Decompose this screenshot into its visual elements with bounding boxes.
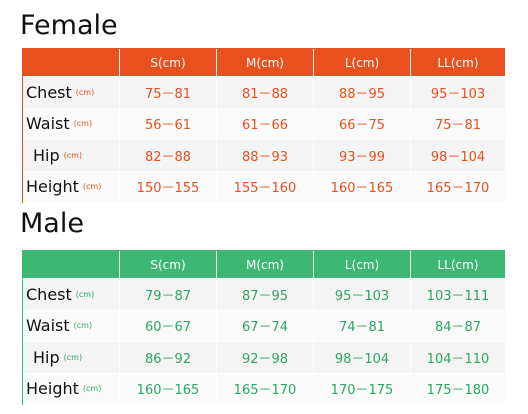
size-value: 84－87 bbox=[411, 310, 506, 342]
row-label: Chest bbox=[26, 284, 72, 304]
column-header: L(cm) bbox=[314, 251, 411, 279]
row-label-cell: Waist (cm) bbox=[23, 310, 120, 342]
size-value: 160－165 bbox=[120, 373, 217, 405]
row-unit: (cm) bbox=[82, 182, 102, 192]
column-header: M(cm) bbox=[217, 49, 314, 77]
row-unit: (cm) bbox=[75, 289, 95, 299]
size-value: 60－67 bbox=[120, 310, 217, 342]
size-value: 104－110 bbox=[411, 342, 506, 374]
row-label-cell: Waist (cm) bbox=[23, 108, 120, 140]
size-value: 86－92 bbox=[120, 342, 217, 374]
size-value: 56－61 bbox=[120, 108, 217, 140]
row-label-cell: Height (cm) bbox=[23, 171, 120, 203]
row-unit: (cm) bbox=[63, 352, 83, 362]
row-label: Waist bbox=[26, 316, 70, 336]
row-unit: (cm) bbox=[73, 119, 93, 129]
row-label: Hip bbox=[33, 347, 60, 367]
size-value: 87－95 bbox=[217, 279, 314, 311]
header-corner bbox=[23, 49, 120, 77]
size-value: 66－75 bbox=[314, 108, 411, 140]
row-unit: (cm) bbox=[73, 321, 93, 331]
size-value: 88－93 bbox=[217, 140, 314, 172]
column-header: S(cm) bbox=[120, 251, 217, 279]
section-title: Female bbox=[20, 10, 118, 41]
column-header: LL(cm) bbox=[411, 251, 506, 279]
size-value: 165－170 bbox=[411, 171, 506, 203]
size-value: 95－103 bbox=[411, 77, 506, 109]
size-value: 170－175 bbox=[314, 373, 411, 405]
section-title: Male bbox=[20, 208, 84, 239]
size-value: 92－98 bbox=[217, 342, 314, 374]
row-label: Hip bbox=[33, 145, 60, 165]
row-label-cell: Height (cm) bbox=[23, 373, 120, 405]
row-unit: (cm) bbox=[82, 384, 102, 394]
row-label-cell: Hip (cm) bbox=[23, 342, 120, 374]
size-value: 95－103 bbox=[314, 279, 411, 311]
size-value: 75－81 bbox=[411, 108, 506, 140]
row-label-cell: Hip (cm) bbox=[23, 140, 120, 172]
size-value: 93－99 bbox=[314, 140, 411, 172]
row-unit: (cm) bbox=[75, 87, 95, 97]
size-value: 98－104 bbox=[314, 342, 411, 374]
row-label: Waist bbox=[26, 114, 70, 134]
size-table: S(cm) M(cm) L(cm) LL(cm) Chest (cm) 75－81 81－88… bbox=[22, 48, 506, 203]
row-label: Height bbox=[26, 177, 79, 197]
size-value: 79－87 bbox=[120, 279, 217, 311]
row-unit: (cm) bbox=[63, 150, 83, 160]
row-label-cell: Chest (cm) bbox=[23, 77, 120, 109]
size-value: 75－81 bbox=[120, 77, 217, 109]
size-value: 175－180 bbox=[411, 373, 506, 405]
size-value: 103－111 bbox=[411, 279, 506, 311]
column-header: L(cm) bbox=[314, 49, 411, 77]
size-value: 74－81 bbox=[314, 310, 411, 342]
size-value: 88－95 bbox=[314, 77, 411, 109]
column-header: M(cm) bbox=[217, 251, 314, 279]
header-corner bbox=[23, 251, 120, 279]
size-table: S(cm) M(cm) L(cm) LL(cm) Chest (cm) 79－87 87－95… bbox=[22, 250, 506, 405]
row-label: Height bbox=[26, 379, 79, 399]
size-value: 82－88 bbox=[120, 140, 217, 172]
size-value: 67－74 bbox=[217, 310, 314, 342]
size-value: 160－165 bbox=[314, 171, 411, 203]
column-header: LL(cm) bbox=[411, 49, 506, 77]
size-value: 150－155 bbox=[120, 171, 217, 203]
size-value: 81－88 bbox=[217, 77, 314, 109]
size-value: 165－170 bbox=[217, 373, 314, 405]
size-value: 61－66 bbox=[217, 108, 314, 140]
size-value: 155－160 bbox=[217, 171, 314, 203]
row-label-cell: Chest (cm) bbox=[23, 279, 120, 311]
column-header: S(cm) bbox=[120, 49, 217, 77]
size-value: 98－104 bbox=[411, 140, 506, 172]
row-label: Chest bbox=[26, 82, 72, 102]
